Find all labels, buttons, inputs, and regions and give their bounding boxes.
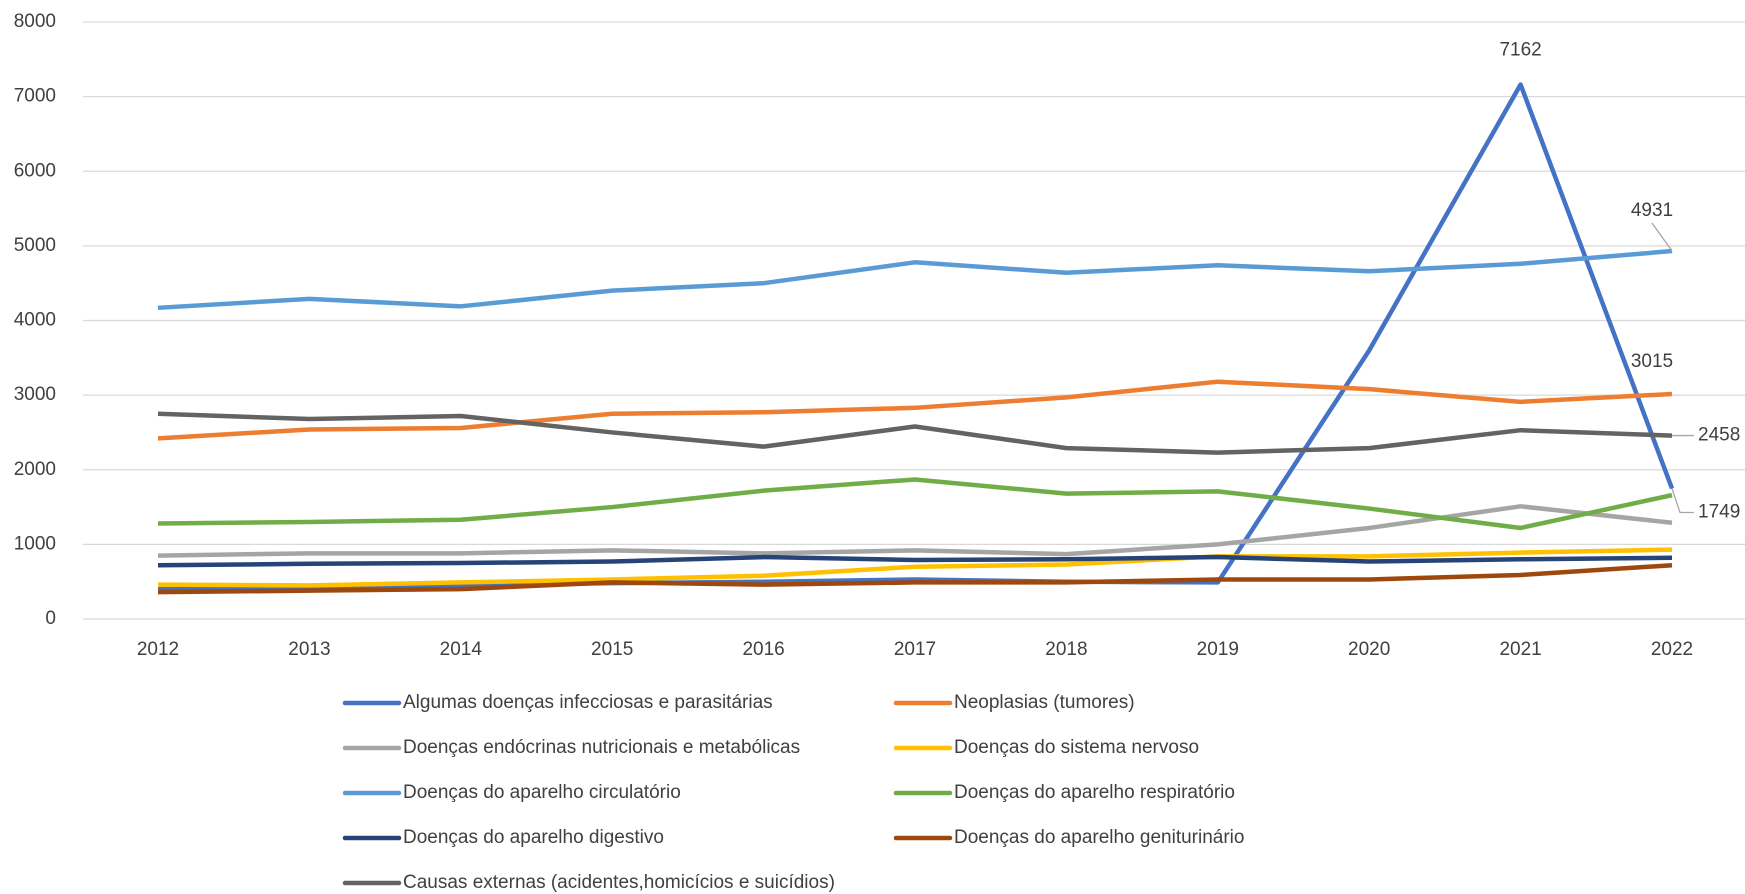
x-tick-label: 2019 — [1197, 639, 1239, 660]
y-tick-label: 2000 — [14, 459, 56, 480]
series-line — [157, 554, 1673, 568]
series-line — [157, 477, 1673, 531]
y-tick-label: 0 — [45, 608, 56, 629]
legend-label: Doenças do aparelho circulatório — [403, 782, 681, 803]
data-label: 2458 — [1698, 425, 1740, 446]
legend-label: Doenças endócrinas nutricionais e metabó… — [403, 737, 800, 758]
x-tick-label: 2015 — [591, 639, 633, 660]
series-line — [157, 248, 1673, 311]
series-line — [157, 379, 1673, 441]
leader-line — [1651, 222, 1673, 252]
x-tick-label: 2021 — [1499, 639, 1541, 660]
series-line — [157, 504, 1673, 558]
y-tick-label: 7000 — [14, 86, 56, 107]
data-label: 7162 — [1499, 40, 1541, 61]
data-label: 4931 — [1631, 200, 1673, 221]
x-tick-label: 2013 — [288, 639, 330, 660]
x-tick-label: 2018 — [1045, 639, 1087, 660]
y-tick-label: 4000 — [14, 310, 56, 331]
x-tick-label: 2014 — [440, 639, 483, 660]
x-tick-label: 2012 — [137, 639, 179, 660]
leader-line — [1671, 488, 1694, 514]
x-tick-label: 2017 — [894, 639, 936, 660]
y-tick-label: 3000 — [14, 384, 56, 405]
legend-label: Doenças do aparelho digestivo — [403, 827, 664, 848]
x-tick-label: 2020 — [1348, 639, 1390, 660]
legend-label: Doenças do sistema nervoso — [954, 737, 1199, 758]
legend-label: Algumas doenças infecciosas e parasitári… — [403, 692, 773, 713]
legend-label: Neoplasias (tumores) — [954, 692, 1135, 713]
data-label: 1749 — [1698, 501, 1740, 522]
y-tick-label: 6000 — [14, 160, 56, 181]
data-label: 3015 — [1631, 351, 1673, 372]
x-tick-label: 2016 — [742, 639, 784, 660]
y-tick-label: 1000 — [14, 533, 56, 554]
x-tick-label: 2022 — [1651, 639, 1693, 660]
series-line — [157, 82, 1675, 592]
legend-label: Causas externas (acidentes,homicícios e … — [403, 872, 835, 893]
series-line — [157, 547, 1673, 588]
legend-label: Doenças do aparelho respiratório — [954, 782, 1235, 803]
legend-label: Doenças do aparelho geniturinário — [954, 827, 1244, 848]
series-line — [157, 411, 1673, 455]
series-line — [157, 563, 1673, 595]
y-tick-label: 5000 — [14, 235, 56, 256]
y-tick-label: 8000 — [14, 11, 56, 32]
